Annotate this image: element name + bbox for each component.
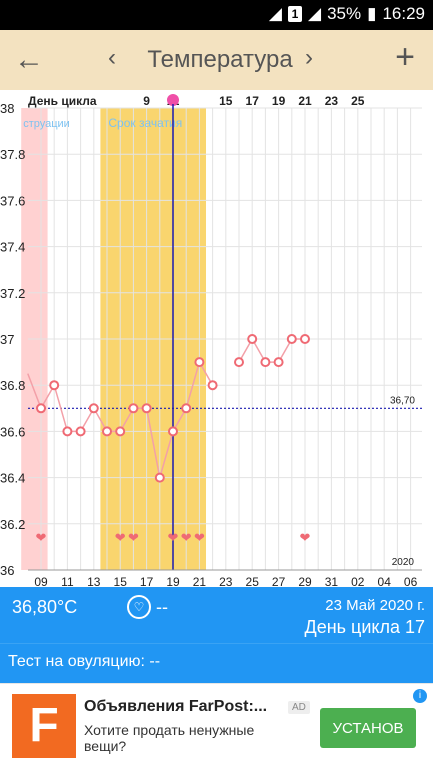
ad-title[interactable]: Объявления FarPost:... bbox=[84, 698, 268, 715]
y-tick-label: 37.8 bbox=[0, 147, 25, 162]
y-tick-label: 37 bbox=[0, 332, 14, 347]
ad-badge: AD bbox=[288, 701, 310, 714]
temperature-point[interactable] bbox=[154, 472, 165, 483]
y-tick-label: 36.6 bbox=[0, 424, 25, 439]
temperature-point[interactable] bbox=[168, 426, 178, 437]
temperature-point[interactable] bbox=[181, 403, 192, 414]
menstruation-label: струации bbox=[23, 118, 70, 130]
cycle-day-tick: 15 bbox=[219, 94, 233, 108]
heart-marker-icon: ❤ bbox=[181, 530, 192, 545]
heart-marker-icon: ❤ bbox=[115, 530, 126, 545]
cycle-day: День цикла 17 bbox=[304, 617, 426, 637]
selected-day-marker-icon[interactable] bbox=[167, 94, 179, 106]
temperature-point[interactable] bbox=[62, 426, 73, 437]
y-tick-label: 36.8 bbox=[0, 378, 25, 393]
x-tick-label: 25 bbox=[246, 575, 260, 587]
temperature-point[interactable] bbox=[141, 403, 152, 414]
x-tick-label: 31 bbox=[325, 575, 339, 587]
y-tick-label: 38 bbox=[0, 101, 14, 116]
y-tick-label: 37.2 bbox=[0, 286, 25, 301]
wifi-icon: ◢ bbox=[268, 4, 282, 23]
conception-label: Срок зачатия bbox=[108, 116, 182, 130]
cycle-day-tick: 17 bbox=[246, 94, 260, 108]
app-header: ← ‹ Температура › + bbox=[0, 30, 433, 91]
year-label: 2020 bbox=[392, 557, 415, 568]
next-chevron-icon[interactable]: › bbox=[305, 44, 313, 71]
heart-icon[interactable]: ♡ bbox=[127, 595, 151, 619]
current-temperature: 36,80°C bbox=[12, 597, 78, 617]
x-tick-label: 21 bbox=[193, 575, 207, 587]
heart-marker-icon: ❤ bbox=[168, 530, 179, 545]
temperature-point[interactable] bbox=[273, 357, 284, 368]
previous-chevron-icon[interactable]: ‹ bbox=[108, 44, 116, 71]
clock: 16:29 bbox=[382, 4, 425, 23]
signal-icon: ◢ bbox=[307, 4, 322, 23]
heart-marker-icon: ❤ bbox=[194, 530, 205, 545]
temperature-point[interactable] bbox=[36, 403, 46, 414]
temperature-point[interactable] bbox=[115, 426, 126, 437]
x-tick-label: 06 bbox=[404, 575, 418, 587]
x-tick-label: 23 bbox=[219, 575, 233, 587]
info-bar: 36,80°C ♡ -- 23 Май 2020 г. День цикла 1… bbox=[0, 587, 433, 643]
heart-status: -- bbox=[156, 597, 168, 617]
y-tick-label: 37.4 bbox=[0, 240, 25, 255]
cycle-day-tick: 23 bbox=[325, 94, 339, 108]
cycle-day-title: День цикла bbox=[28, 94, 97, 108]
temperature-point[interactable] bbox=[207, 380, 218, 391]
temperature-point[interactable] bbox=[49, 380, 60, 391]
temperature-point[interactable] bbox=[194, 357, 205, 368]
ad-text: Хотите продать ненужные вещи? bbox=[84, 722, 255, 754]
cycle-day-tick: 9 bbox=[143, 94, 150, 108]
cycle-day-tick: 21 bbox=[298, 94, 312, 108]
status-icons: ◢ 1 ◢ 35% ▮ 16:29 bbox=[269, 4, 425, 24]
temperature-point[interactable] bbox=[102, 426, 112, 437]
temperature-point[interactable] bbox=[88, 403, 99, 414]
x-tick-label: 13 bbox=[87, 575, 101, 587]
selected-date: 23 Май 2020 г. bbox=[325, 597, 425, 614]
temperature-point[interactable] bbox=[234, 357, 244, 368]
install-button[interactable]: УСТАНОВ bbox=[320, 708, 416, 748]
temperature-point[interactable] bbox=[260, 357, 271, 368]
x-tick-label: 11 bbox=[61, 575, 74, 587]
x-tick-label: 27 bbox=[272, 575, 286, 587]
y-tick-label: 36.2 bbox=[0, 517, 25, 532]
x-tick-label: 17 bbox=[140, 575, 154, 587]
ad-banner[interactable]: F Объявления FarPost:... AD Хотите прода… bbox=[0, 683, 433, 771]
x-tick-label: 19 bbox=[166, 575, 180, 587]
heart-marker-icon: ❤ bbox=[36, 530, 47, 545]
temperature-point[interactable] bbox=[300, 334, 310, 344]
ovulation-test-label: Тест на овуляцию: -- bbox=[8, 653, 161, 670]
x-tick-label: 29 bbox=[298, 575, 312, 587]
temperature-point[interactable] bbox=[75, 426, 86, 437]
temperature-point[interactable] bbox=[286, 334, 297, 344]
battery-icon: ▮ bbox=[367, 4, 377, 23]
status-bar: ◢ 1 ◢ 35% ▮ 16:29 bbox=[0, 0, 433, 30]
page-title: Температура bbox=[147, 46, 293, 73]
x-tick-label: 04 bbox=[378, 575, 392, 587]
sim-icon: 1 bbox=[287, 6, 302, 22]
ovulation-test-row[interactable]: Тест на овуляцию: -- bbox=[0, 643, 433, 684]
heart-marker-icon: ❤ bbox=[128, 530, 139, 545]
heart-marker-icon: ❤ bbox=[300, 530, 311, 545]
battery-text: 35% bbox=[327, 4, 362, 23]
temperature-point[interactable] bbox=[247, 334, 258, 344]
x-tick-label: 15 bbox=[114, 575, 128, 587]
farpost-logo[interactable]: F bbox=[12, 694, 76, 758]
coverline-label: 36,70 bbox=[390, 395, 415, 406]
y-tick-label: 36.4 bbox=[0, 471, 25, 486]
y-tick-label: 36 bbox=[0, 563, 14, 578]
x-tick-label: 09 bbox=[34, 575, 48, 587]
ad-info-icon[interactable]: i bbox=[413, 689, 427, 703]
back-arrow-icon[interactable]: ← bbox=[14, 43, 44, 76]
y-tick-label: 37.6 bbox=[0, 193, 25, 208]
cycle-day-tick: 25 bbox=[351, 94, 365, 108]
x-tick-label: 02 bbox=[351, 575, 365, 587]
temperature-chart[interactable]: 36 36.2 36.4 36.6 36.8 37 37.2 37.4 37.6 37.8 38 ст… bbox=[0, 90, 433, 587]
cycle-day-tick: 19 bbox=[272, 94, 286, 108]
temperature-point[interactable] bbox=[128, 403, 139, 414]
add-icon[interactable]: + bbox=[395, 38, 415, 76]
